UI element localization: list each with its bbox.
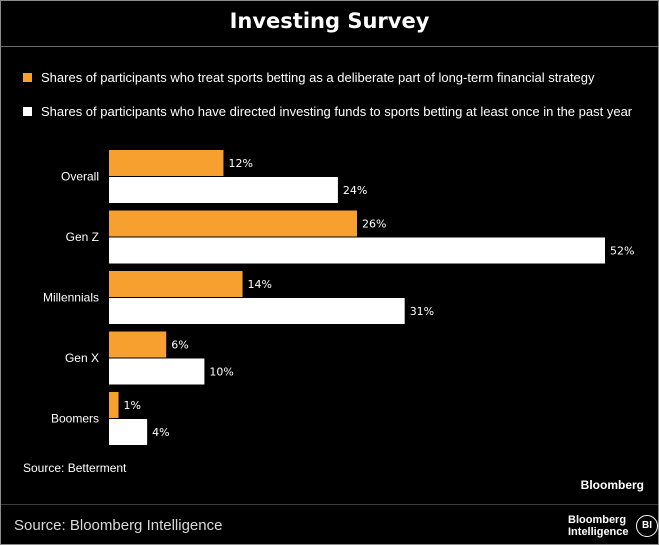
data-label-millennials-series-2: 31% [410, 305, 434, 318]
chart-title: Investing Survey [229, 9, 430, 33]
data-label-gen-x-series-1: 6% [171, 339, 188, 352]
legend-label: Shares of participants who treat sports … [41, 70, 595, 85]
source-note: Source: Betterment [23, 461, 127, 475]
category-label-overall: Overall [61, 170, 99, 184]
legend-label: Shares of participants who have directed… [41, 104, 633, 119]
bar-gen-z-series-1 [109, 210, 357, 237]
bar-boomers-series-1 [109, 392, 119, 418]
bar-gen-x-series-1 [109, 331, 167, 358]
source-bloomberg-intelligence: Source: Bloomberg Intelligence [14, 517, 223, 534]
category-label-gen-x: Gen X [65, 351, 99, 365]
legend-item-deliberate-strategy: Shares of participants who treat sports … [23, 70, 635, 85]
data-label-gen-z-series-1: 26% [362, 218, 386, 231]
bar-gen-z-series-2 [109, 237, 605, 264]
category-label-boomers: Boomers [51, 412, 99, 426]
data-label-boomers-series-1: 1% [124, 399, 141, 412]
title-divider [1, 46, 658, 47]
bar-millennials-series-1 [109, 271, 243, 297]
logo-line: Intelligence [568, 526, 629, 538]
bi-badge-icon: BI [636, 515, 658, 537]
legend-swatch-orange [23, 73, 32, 82]
legend-item-directed-funds: Shares of participants who have directed… [23, 104, 635, 119]
legend-swatch-white [23, 107, 32, 116]
bar-millennials-series-2 [109, 298, 405, 324]
data-label-boomers-series-2: 4% [152, 426, 169, 439]
bar-gen-x-series-2 [109, 358, 205, 385]
bloomberg-intelligence-logo: Bloomberg Intelligence [568, 514, 629, 538]
logo-line: Bloomberg [568, 514, 627, 526]
category-label-millennials: Millennials [43, 291, 99, 305]
data-label-gen-z-series-2: 52% [610, 245, 634, 258]
bar-overall-series-1 [109, 150, 224, 176]
data-label-gen-x-series-2: 10% [209, 366, 233, 379]
data-label-millennials-series-1: 14% [248, 278, 272, 291]
footer-divider [1, 504, 658, 505]
bar-overall-series-2 [109, 177, 338, 203]
data-label-overall-series-2: 24% [343, 184, 367, 197]
data-label-overall-series-1: 12% [228, 157, 252, 170]
bar-boomers-series-2 [109, 419, 148, 445]
category-label-gen-z: Gen Z [66, 230, 99, 244]
bloomberg-wordmark: Bloomberg [580, 478, 644, 492]
